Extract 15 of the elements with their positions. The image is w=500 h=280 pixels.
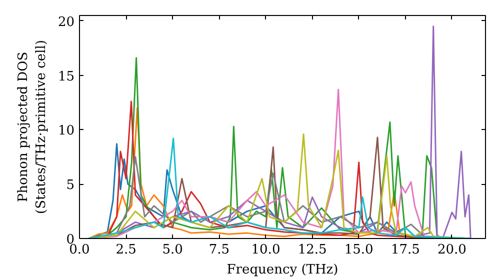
y-tick-label: 5 [66,178,75,194]
x-tick-label: 0.0 [69,242,90,258]
y-tick-label: 15 [58,69,75,84]
x-tick-label: 10.0 [251,242,280,258]
x-tick-label: 15.0 [344,242,374,258]
y-axis-title: Phonon projected DOS (States/THz·primitive cell) [16,40,49,214]
y-tick-label: 10 [58,124,75,139]
x-tick-label: 12.5 [298,242,327,258]
x-tick-label: 20.0 [438,242,466,258]
x-tick-label: 5.0 [162,242,183,258]
x-tick-label: 2.5 [116,242,136,258]
x-tick-label: 7.5 [208,242,230,258]
x-tick-label: 17.5 [390,242,420,258]
y-tick-label: 20 [58,14,75,30]
x-axis-title: Frequency (THz) [226,262,338,278]
